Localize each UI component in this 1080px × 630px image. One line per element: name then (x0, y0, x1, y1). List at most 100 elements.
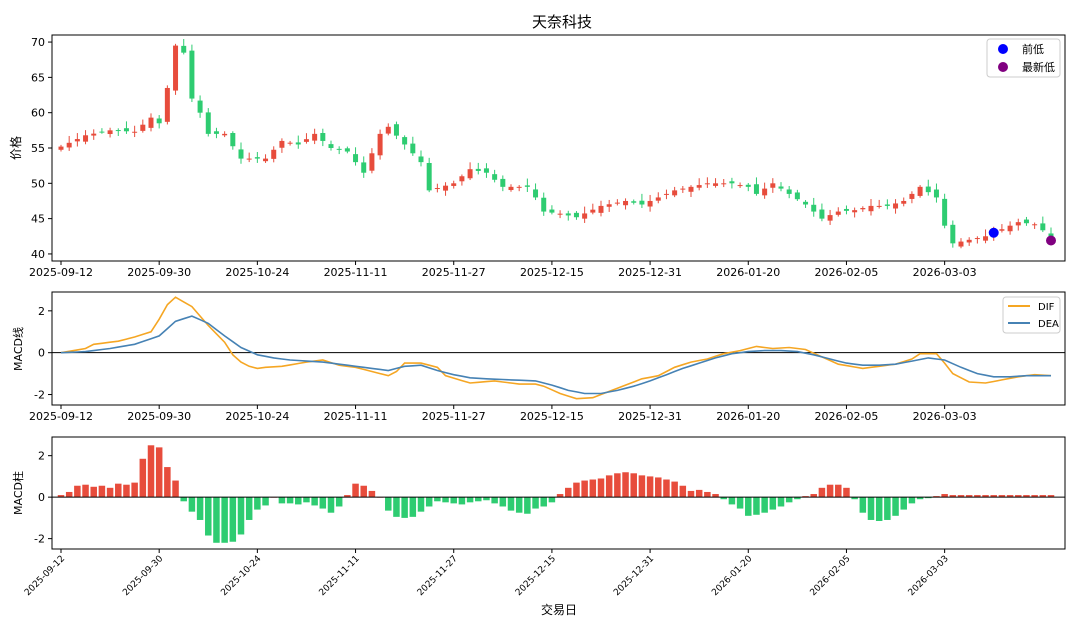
x-tick-label: 2025-09-30 (127, 266, 191, 279)
hist-bar (556, 494, 564, 498)
hist-bar (761, 497, 768, 513)
y-tick-label: 50 (31, 177, 45, 190)
hist-bar (139, 458, 147, 498)
candle-body (713, 183, 719, 186)
candle-body (753, 184, 759, 194)
hist-bar (859, 497, 867, 513)
candle-body (876, 205, 882, 207)
candle-body (786, 189, 792, 194)
candle-body (148, 117, 154, 128)
candle-body (222, 133, 228, 136)
candle-body (672, 190, 678, 196)
hist-bar (147, 445, 155, 498)
hist-bar (1015, 495, 1022, 498)
candle-body (1048, 233, 1054, 237)
hist-bar (434, 497, 441, 502)
hist-bar (965, 495, 973, 498)
candle-body (917, 186, 923, 196)
hist-bar (131, 482, 138, 498)
candle-body (230, 133, 236, 147)
hist-bar (254, 497, 261, 510)
candle-body (835, 211, 841, 215)
candle-body (303, 139, 309, 142)
candle-body (1015, 222, 1021, 226)
candle-body (475, 168, 481, 171)
candle-body (852, 210, 858, 213)
candle-body (213, 131, 219, 134)
candle-body (459, 176, 465, 182)
hist-bar (344, 495, 351, 498)
candle-body (933, 189, 939, 198)
macd-panel: -2 0 2 2025-09-12 2025-09-30 2025-10-24 2025-1… (11, 291, 1066, 423)
hist-bar (998, 495, 1006, 498)
hist-bar (982, 495, 989, 498)
y-tick-label: 40 (31, 248, 45, 261)
y-tick-label: -2 (34, 533, 45, 546)
hist-bar (916, 497, 924, 500)
x-tick-label: 2025-10-24 (225, 410, 289, 423)
candle-body (508, 186, 514, 191)
hist-bar (245, 497, 253, 520)
y-tick-label: 70 (31, 36, 45, 49)
candle-body (295, 142, 301, 145)
hist-bar (393, 497, 400, 517)
candle-body (140, 124, 146, 131)
candle-body (483, 168, 489, 173)
candle-body (598, 205, 604, 213)
candle-body (353, 154, 359, 163)
hist-bar (360, 485, 367, 498)
x-tick-label: 2025-09-12 (23, 554, 67, 598)
candle-body (942, 198, 948, 226)
x-tick-label: 2026-02-05 (814, 266, 878, 279)
hist-bar (745, 497, 752, 516)
candle-body (639, 200, 645, 205)
candle-body (999, 229, 1005, 231)
hist-bar (1039, 495, 1047, 498)
candle-body (516, 186, 522, 188)
hist-bar (164, 467, 171, 498)
x-tick-label: 2025-09-12 (29, 410, 93, 423)
x-tick-label: 2025-11-27 (416, 554, 460, 598)
x-tick-label: 2026-03-03 (913, 266, 977, 279)
candle-body (582, 213, 588, 219)
hist-bar (98, 485, 106, 498)
price-axis: 40 45 50 55 60 65 70 2025-09-12 2025-09-30 2025-1… (29, 36, 977, 279)
hist-bar (450, 497, 457, 504)
legend-prev-low-label: 前低 (1022, 42, 1044, 56)
hist-bar (933, 496, 940, 498)
legend-prev-low-marker (998, 44, 1008, 54)
hist-bar (303, 497, 310, 503)
price-legend: 前低 最新低 (986, 38, 1061, 78)
hist-bar (679, 485, 687, 498)
candle-body (271, 149, 277, 159)
hist-bar (335, 497, 343, 507)
prev-low-marker (988, 227, 999, 238)
hist-bar (802, 496, 809, 498)
hist-bar (221, 497, 228, 543)
price-panel-frame (51, 34, 1066, 262)
hist-bar (532, 497, 539, 509)
hist-bar (630, 473, 637, 498)
hist-bar (327, 497, 335, 513)
x-tick-label: 2025-12-31 (612, 554, 656, 598)
candle-body (467, 169, 473, 179)
candle-body (533, 189, 539, 198)
candle-body (925, 186, 931, 193)
candle-body (132, 131, 138, 133)
candle-body (173, 45, 179, 91)
hist-bar (925, 497, 932, 499)
hist-bar (695, 489, 703, 498)
hist-bar (106, 487, 114, 498)
hist-bar (507, 497, 515, 511)
candlestick-series (58, 39, 1054, 249)
hist-bar (614, 473, 621, 498)
hist-bar (213, 497, 220, 543)
candle-body (631, 201, 637, 203)
candle-body (541, 197, 547, 212)
candle-body (328, 144, 334, 148)
candle-body (263, 158, 269, 162)
x-tick-label: 2025-10-24 (225, 266, 289, 279)
legend-dif-label: DIF (1038, 302, 1055, 313)
candle-body (377, 133, 383, 156)
